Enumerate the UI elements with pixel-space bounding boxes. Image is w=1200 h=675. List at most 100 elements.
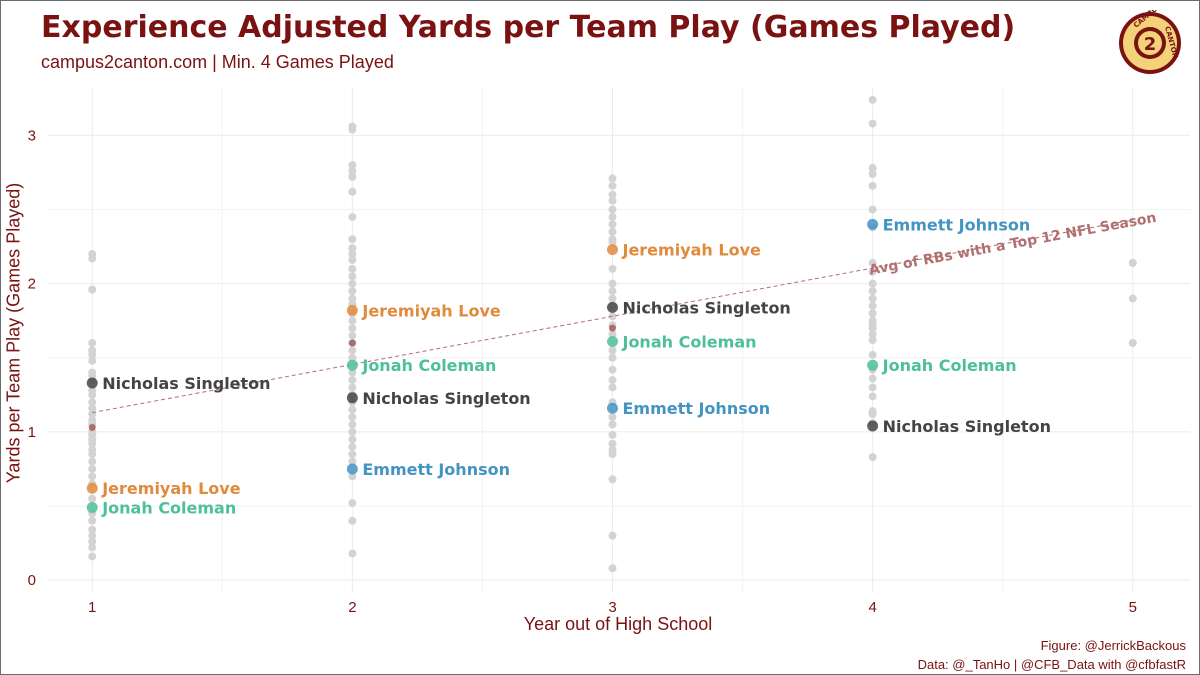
background-point — [608, 330, 617, 339]
background-point — [348, 420, 357, 429]
jonah-coleman-label: Jonah Coleman — [361, 356, 496, 375]
reference-trend-line — [92, 219, 1133, 414]
background-point — [608, 181, 617, 190]
background-point — [348, 331, 357, 340]
background-point — [348, 167, 357, 176]
chart-title: Experience Adjusted Yards per Team Play … — [41, 10, 1016, 45]
campus2canton-logo: 2 CAMPUS CANTON — [1119, 10, 1181, 74]
background-point — [608, 450, 617, 459]
background-point — [868, 181, 877, 190]
background-point — [88, 404, 97, 413]
jeremiyah-love-point — [86, 482, 98, 494]
nicholas-singleton-label: Nicholas Singleton — [622, 298, 790, 317]
background-point — [608, 227, 617, 236]
jonah-coleman-point — [606, 335, 618, 347]
background-point — [88, 543, 97, 552]
background-point — [608, 430, 617, 439]
background-point — [868, 294, 877, 303]
background-point — [868, 383, 877, 392]
background-point — [348, 235, 357, 244]
background-point — [608, 196, 617, 205]
background-point — [1128, 294, 1137, 303]
nicholas-singleton-label: Nicholas Singleton — [362, 389, 530, 408]
player-points — [86, 218, 879, 514]
y-tick-label: 2 — [28, 276, 36, 293]
background-point — [88, 338, 97, 347]
background-point — [608, 279, 617, 288]
background-point — [608, 220, 617, 229]
background-point — [88, 398, 97, 407]
background-point — [348, 255, 357, 264]
background-point — [868, 392, 877, 401]
jeremiyah-love-point — [346, 304, 358, 316]
y-tick-label: 0 — [28, 572, 36, 589]
background-point — [1128, 258, 1137, 267]
background-point — [868, 279, 877, 288]
background-point — [868, 267, 877, 276]
background-point — [348, 244, 357, 253]
background-point — [608, 531, 617, 540]
jeremiyah-love-label: Jeremiyah Love — [621, 241, 761, 260]
background-point — [608, 312, 617, 321]
y-tick-label: 1 — [28, 424, 36, 441]
logo-numeral: 2 — [1144, 34, 1157, 55]
emmett-johnson-point — [606, 402, 618, 414]
emmett-johnson-label: Emmett Johnson — [362, 460, 510, 479]
background-point — [348, 212, 357, 221]
background-point — [88, 531, 97, 540]
emmett-johnson-label: Emmett Johnson — [883, 215, 1031, 234]
background-point — [88, 439, 97, 448]
background-point — [88, 537, 97, 546]
background-point — [608, 420, 617, 429]
background-point — [608, 439, 617, 448]
background-point — [868, 330, 877, 339]
background-point — [868, 350, 877, 359]
caption-figure-credit: Figure: @JerrickBackous — [1040, 638, 1186, 653]
chart-subtitle: campus2canton.com | Min. 4 Games Played — [41, 52, 394, 72]
background-point — [88, 494, 97, 503]
background-point — [88, 285, 97, 294]
x-tick-label: 4 — [868, 599, 876, 616]
emmett-johnson-point — [867, 218, 879, 230]
background-point — [608, 294, 617, 303]
background-point — [868, 119, 877, 128]
nicholas-singleton-point — [346, 392, 358, 404]
background-point — [348, 368, 357, 377]
background-point — [348, 450, 357, 459]
x-tick-label: 1 — [88, 599, 96, 616]
jeremiyah-love-point — [606, 244, 618, 256]
jonah-coleman-point — [346, 359, 358, 371]
reference-point — [88, 423, 96, 431]
background-point — [608, 212, 617, 221]
background-point — [608, 264, 617, 273]
background-point — [88, 390, 97, 399]
background-point — [348, 346, 357, 355]
background-point — [88, 464, 97, 473]
background-point — [868, 309, 877, 318]
background-point — [348, 161, 357, 170]
background-point — [348, 405, 357, 414]
background-point — [348, 353, 357, 362]
nicholas-singleton-point — [606, 301, 618, 313]
background-point — [608, 383, 617, 392]
background-point — [348, 376, 357, 385]
background-point — [348, 250, 357, 259]
background-point — [88, 525, 97, 534]
background-point — [868, 453, 877, 462]
background-point — [348, 264, 357, 273]
background-point — [348, 272, 357, 281]
caption-data-credit: Data: @_TanHo | @CFB_Data with @cfbfastR — [917, 657, 1186, 672]
x-tick-label: 2 — [348, 599, 356, 616]
background-point — [868, 205, 877, 214]
background-point — [348, 187, 357, 196]
x-tick-label: 5 — [1129, 599, 1137, 616]
background-point — [868, 324, 877, 333]
background-point — [348, 294, 357, 303]
background-point — [348, 549, 357, 558]
background-point — [868, 258, 877, 267]
background-point — [868, 95, 877, 104]
x-tick-label: 3 — [608, 599, 616, 616]
background-point — [88, 350, 97, 359]
background-point — [868, 164, 877, 173]
background-point — [88, 457, 97, 466]
